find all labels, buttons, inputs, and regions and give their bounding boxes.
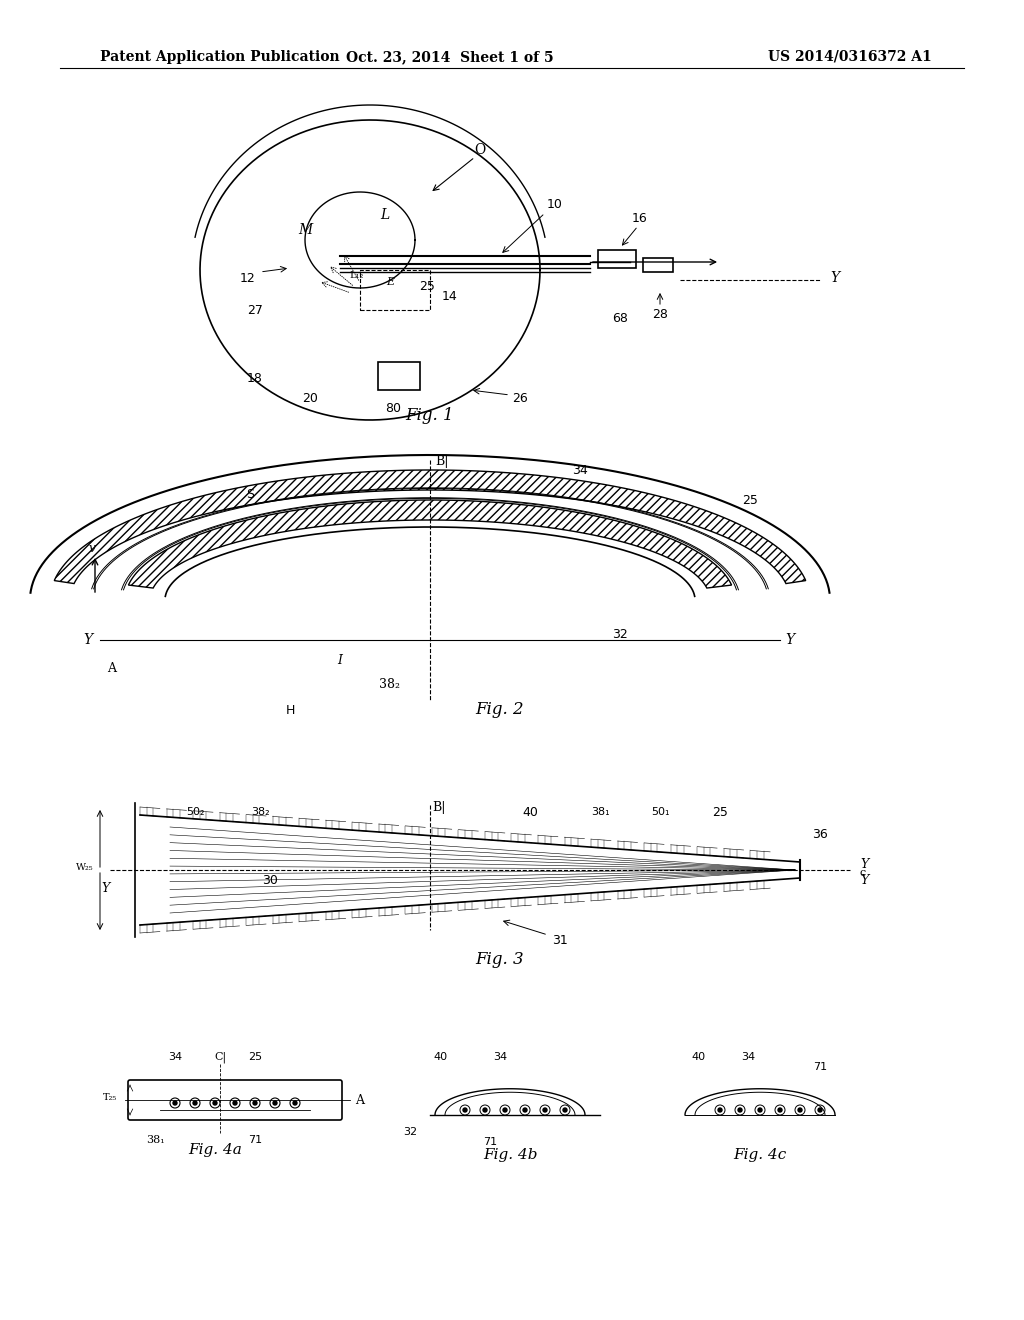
- Text: S: S: [246, 488, 254, 502]
- Text: 16: 16: [632, 211, 648, 224]
- Circle shape: [563, 1107, 567, 1111]
- Text: B|: B|: [432, 800, 445, 813]
- Text: 38₁: 38₁: [591, 807, 609, 817]
- Circle shape: [293, 1101, 297, 1105]
- Text: T₂₅: T₂₅: [102, 1093, 117, 1101]
- Text: 38₁: 38₁: [145, 1135, 164, 1144]
- Circle shape: [718, 1107, 722, 1111]
- Text: 38₂: 38₂: [380, 678, 400, 692]
- Text: 12: 12: [240, 272, 256, 285]
- Circle shape: [213, 1101, 217, 1105]
- Text: c: c: [860, 869, 866, 878]
- Text: 50₂: 50₂: [185, 807, 204, 817]
- Text: Fig. 3: Fig. 3: [476, 952, 524, 969]
- Circle shape: [483, 1107, 487, 1111]
- Text: 25: 25: [742, 494, 758, 507]
- Circle shape: [273, 1101, 278, 1105]
- Text: A: A: [108, 661, 117, 675]
- Text: Y: Y: [101, 882, 110, 895]
- Text: Oct. 23, 2014  Sheet 1 of 5: Oct. 23, 2014 Sheet 1 of 5: [346, 50, 554, 63]
- Text: Fig. 4c: Fig. 4c: [733, 1148, 786, 1162]
- Circle shape: [523, 1107, 527, 1111]
- Text: 40: 40: [433, 1052, 447, 1063]
- Text: Y: Y: [83, 634, 92, 647]
- Bar: [598, 249, 636, 268]
- Text: 20: 20: [302, 392, 317, 404]
- Text: 34: 34: [741, 1052, 755, 1063]
- Text: Y: Y: [830, 271, 839, 285]
- Text: 28: 28: [652, 309, 668, 322]
- Text: 25: 25: [712, 805, 728, 818]
- Text: US 2014/0316372 A1: US 2014/0316372 A1: [768, 50, 932, 63]
- Circle shape: [253, 1101, 257, 1105]
- Text: 18: 18: [247, 371, 263, 384]
- Bar: [378, 362, 420, 389]
- Text: 34: 34: [168, 1052, 182, 1063]
- Text: O: O: [474, 143, 485, 157]
- Circle shape: [798, 1107, 802, 1111]
- Text: 26: 26: [512, 392, 528, 404]
- Text: 34: 34: [493, 1052, 507, 1063]
- Text: 71: 71: [813, 1063, 827, 1072]
- Circle shape: [758, 1107, 762, 1111]
- Text: H: H: [286, 704, 295, 717]
- Text: 38₂: 38₂: [251, 807, 269, 817]
- Text: 68: 68: [612, 312, 628, 325]
- Text: Fig. 1: Fig. 1: [406, 407, 455, 424]
- Text: 40: 40: [522, 805, 538, 818]
- Text: 50₁: 50₁: [650, 807, 670, 817]
- Circle shape: [193, 1101, 197, 1105]
- Text: Y: Y: [860, 858, 868, 871]
- Text: B|: B|: [435, 455, 449, 469]
- Text: I: I: [338, 653, 342, 667]
- Circle shape: [503, 1107, 507, 1111]
- Text: 30: 30: [262, 874, 278, 887]
- Circle shape: [738, 1107, 742, 1111]
- Text: L₁₂: L₁₂: [350, 272, 365, 281]
- Text: 25: 25: [419, 280, 435, 293]
- Text: E: E: [386, 277, 394, 286]
- Text: 80: 80: [385, 401, 401, 414]
- Circle shape: [543, 1107, 547, 1111]
- Text: 71: 71: [483, 1137, 497, 1147]
- Text: Patent Application Publication: Patent Application Publication: [100, 50, 340, 63]
- Text: v: v: [88, 541, 95, 554]
- Text: 32: 32: [612, 628, 628, 642]
- Text: Fig. 4a: Fig. 4a: [188, 1143, 242, 1158]
- Text: 31: 31: [552, 933, 568, 946]
- Text: L: L: [380, 209, 389, 222]
- Text: M: M: [298, 223, 312, 238]
- Text: 27: 27: [247, 304, 263, 317]
- Text: 10: 10: [547, 198, 563, 211]
- Circle shape: [233, 1101, 237, 1105]
- Text: W₂₅: W₂₅: [76, 862, 94, 871]
- Text: Fig. 4b: Fig. 4b: [482, 1148, 538, 1162]
- Text: Y: Y: [860, 874, 868, 887]
- Text: 71: 71: [248, 1135, 262, 1144]
- Text: Fig. 2: Fig. 2: [476, 701, 524, 718]
- Text: 32: 32: [402, 1127, 417, 1137]
- Bar: [360, 271, 430, 310]
- Bar: [643, 257, 673, 272]
- Text: A: A: [355, 1093, 364, 1106]
- Circle shape: [463, 1107, 467, 1111]
- FancyBboxPatch shape: [128, 1080, 342, 1119]
- Text: 25: 25: [248, 1052, 262, 1063]
- Text: 14: 14: [442, 289, 458, 302]
- Text: 34: 34: [572, 463, 588, 477]
- Text: 36: 36: [812, 829, 827, 842]
- Circle shape: [778, 1107, 782, 1111]
- Text: 40: 40: [691, 1052, 706, 1063]
- Text: Y: Y: [785, 634, 795, 647]
- Text: C|: C|: [214, 1051, 226, 1063]
- Circle shape: [818, 1107, 822, 1111]
- Circle shape: [173, 1101, 177, 1105]
